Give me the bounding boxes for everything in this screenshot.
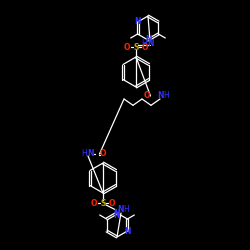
Text: N: N [147,40,153,48]
Text: H: H [163,92,169,100]
Text: N: N [157,92,163,100]
Text: O: O [100,150,106,158]
Text: N: N [117,206,123,214]
Text: H: H [123,206,129,214]
Text: O: O [91,198,97,207]
Text: H: H [141,40,147,48]
Text: N: N [114,210,120,220]
Text: O: O [144,92,150,100]
Text: N: N [114,208,120,218]
Text: S: S [133,42,139,51]
Text: N: N [145,36,151,44]
Text: O: O [124,42,130,51]
Text: H: H [81,150,87,158]
Text: O: O [109,198,115,207]
Text: S: S [100,198,106,207]
Text: N: N [134,18,141,26]
Text: N: N [124,226,131,235]
Text: O: O [142,42,148,51]
Text: N: N [87,150,93,158]
